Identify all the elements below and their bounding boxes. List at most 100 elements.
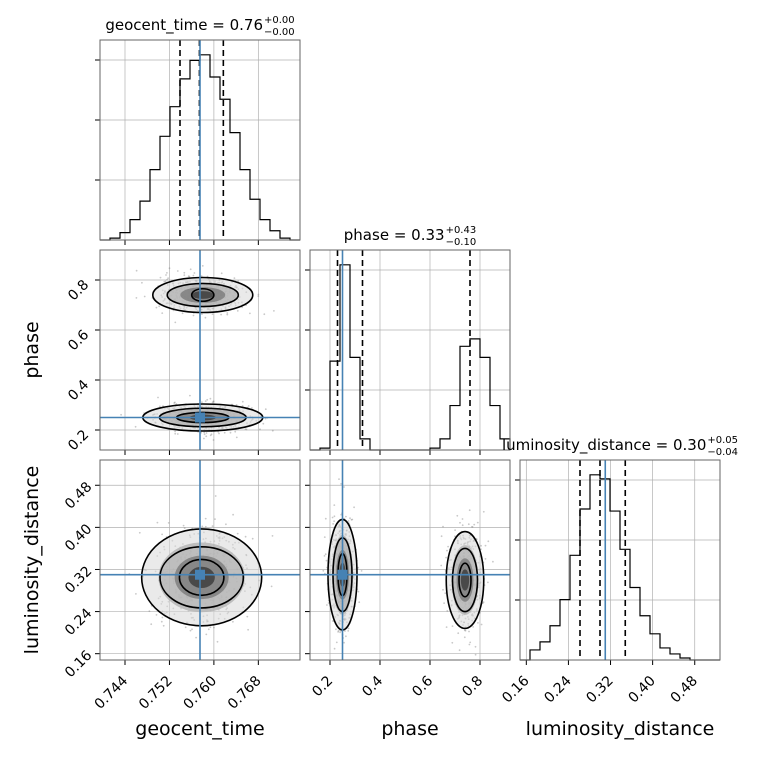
xaxis-label-luminosity_distance: luminosity_distance — [526, 718, 715, 740]
xtick-label-phase-3: 0.8 — [459, 673, 486, 700]
sample-point — [469, 641, 472, 644]
sample-point — [487, 540, 490, 543]
ytick-label-luminosity_distance-1: 0.24 — [62, 605, 95, 638]
sample-point — [443, 602, 445, 604]
sample-point — [357, 566, 360, 569]
sample-point — [337, 631, 339, 633]
sample-point — [135, 297, 138, 299]
ytick-label-luminosity_distance-4: 0.48 — [62, 479, 95, 512]
sample-point — [220, 313, 223, 316]
sample-point — [347, 520, 350, 522]
sample-point — [220, 272, 223, 275]
xtick-label-luminosity_distance-3: 0.40 — [626, 673, 659, 706]
sample-point — [445, 626, 448, 628]
sample-point — [442, 525, 444, 528]
sample-point — [212, 400, 215, 403]
panel-phase-luminosity_distance-contour-1-0 — [445, 530, 485, 630]
xtick-label-phase-0: 0.2 — [309, 673, 336, 700]
panel-phase-luminosity_distance-density-1-3 — [460, 569, 470, 591]
sample-point — [271, 429, 274, 432]
sample-point — [472, 626, 474, 628]
sample-point — [161, 312, 164, 314]
sample-point — [155, 614, 158, 616]
sample-point — [324, 517, 327, 520]
sample-point — [446, 610, 449, 612]
sample-point — [251, 537, 254, 540]
sample-point — [138, 531, 141, 534]
sample-point — [492, 560, 494, 563]
sample-point — [203, 437, 205, 440]
sample-point — [193, 272, 196, 274]
sample-point — [459, 521, 461, 524]
yaxis-label-luminosity_distance: luminosity_distance — [21, 466, 43, 655]
sample-point — [225, 523, 227, 526]
title-main-phase: phase = 0.33 — [344, 226, 445, 244]
sample-point — [324, 553, 327, 556]
sample-point — [203, 431, 206, 434]
sample-point — [168, 267, 171, 270]
sample-point — [353, 506, 355, 509]
sample-point — [323, 555, 326, 557]
sample-point — [351, 518, 354, 521]
sample-point — [468, 630, 470, 633]
sample-point — [442, 588, 444, 591]
sample-point — [463, 629, 466, 632]
sample-point — [241, 405, 244, 407]
sample-point — [325, 559, 328, 562]
sample-point — [236, 310, 239, 312]
sample-point — [249, 312, 251, 315]
sample-point — [206, 398, 209, 401]
sample-point — [176, 433, 179, 435]
sample-point — [326, 604, 328, 606]
xtick-label-geocent_time-0: 0.744 — [92, 673, 132, 713]
sample-point — [323, 536, 326, 538]
sample-point — [245, 428, 248, 431]
sample-point — [166, 278, 169, 281]
panel-geocent_time-luminosity_distance-border — [99, 459, 301, 661]
sample-point — [333, 520, 335, 523]
sample-point — [159, 405, 161, 408]
sample-point — [135, 593, 137, 595]
sample-point — [226, 312, 229, 314]
sample-point — [156, 521, 159, 524]
sample-point — [201, 313, 203, 315]
sample-point — [344, 630, 346, 632]
sample-point — [480, 623, 483, 626]
sample-point — [343, 641, 345, 644]
sample-point — [223, 431, 226, 434]
sample-point — [174, 430, 177, 433]
panel-geocent_time-phase-contour-1-1 — [166, 282, 240, 308]
sample-point — [161, 616, 164, 619]
sample-point — [212, 439, 215, 441]
sample-point — [350, 518, 353, 521]
sample-point — [338, 478, 340, 480]
sample-point — [447, 545, 449, 548]
sample-point — [204, 517, 207, 520]
ytick-label-luminosity_distance-2: 0.32 — [62, 563, 95, 596]
sample-point — [183, 527, 186, 529]
sample-point — [233, 277, 236, 279]
sample-point — [163, 280, 166, 283]
sample-point — [480, 544, 482, 547]
sample-point — [157, 396, 159, 399]
title-phase: phase = 0.33 +0.43−0.10 — [344, 225, 476, 248]
sample-point — [335, 641, 338, 644]
sample-point — [440, 535, 443, 538]
sample-point — [181, 312, 184, 315]
sample-point — [331, 516, 334, 519]
sample-point — [484, 544, 487, 547]
sample-point — [246, 615, 249, 618]
sample-point — [446, 549, 448, 552]
panel-geocent_time-phase-contour-1-0 — [151, 276, 254, 314]
sample-point — [251, 407, 253, 409]
sample-point — [216, 640, 219, 643]
sample-point — [259, 428, 261, 431]
xtick-label-phase-2: 0.6 — [409, 673, 436, 700]
title-main-luminosity_distance: luminosity_distance = 0.30 — [502, 436, 706, 455]
sample-point — [467, 523, 470, 526]
title-sub-geocent_time: −0.00 — [264, 27, 295, 38]
xtick-label-geocent_time-2: 0.760 — [181, 673, 221, 713]
sample-point — [189, 268, 192, 271]
sample-point — [335, 628, 337, 631]
